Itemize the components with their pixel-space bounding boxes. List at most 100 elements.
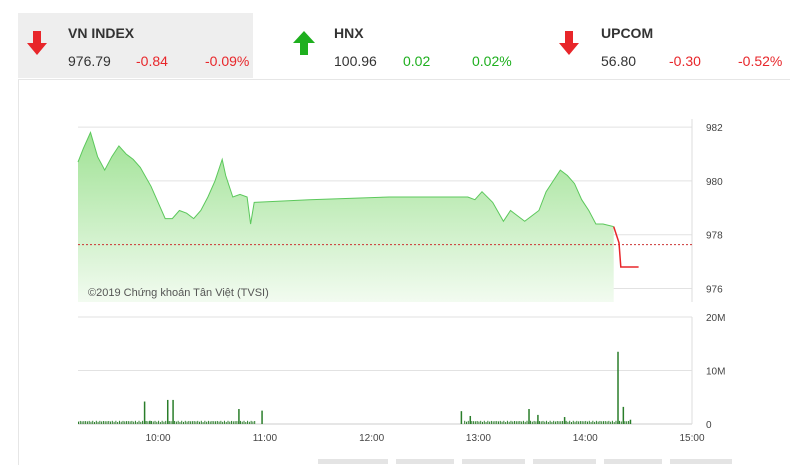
volume-bar (118, 420, 120, 424)
volume-bar (473, 421, 475, 424)
volume-bar (604, 421, 606, 424)
volume-bar (533, 420, 535, 424)
volume-bar (129, 421, 131, 424)
last-price-line (612, 226, 639, 268)
volume-bar (225, 421, 227, 424)
volume-bar (515, 421, 517, 424)
volume-bar (627, 420, 629, 424)
arrow-down-icon (559, 31, 579, 55)
volume-bar (190, 421, 192, 424)
volume-bar (492, 421, 494, 424)
volume-bar (567, 421, 569, 424)
volume-bar (503, 420, 505, 424)
x-tick-label: 12:00 (359, 433, 384, 444)
volume-bar (622, 406, 625, 424)
volume-bar (599, 420, 601, 424)
volume-bar (154, 420, 156, 424)
volume-bars (78, 351, 632, 424)
volume-bar (501, 421, 503, 424)
volume-bar (207, 420, 209, 424)
y-tick-label: 978 (706, 231, 723, 242)
volume-bar (241, 421, 243, 424)
volume-bar (236, 421, 238, 424)
volume-bar (514, 421, 516, 424)
volume-bar (508, 421, 510, 424)
volume-bar (108, 420, 110, 424)
x-tick-label: 11:00 (253, 433, 278, 444)
volume-bar (152, 421, 154, 424)
volume-bar (537, 414, 539, 424)
volume-bar (615, 420, 617, 424)
volume-bar (611, 420, 613, 424)
arrow-up-icon (293, 31, 315, 55)
volume-bar (476, 420, 478, 424)
volume-bar (554, 421, 556, 424)
ticker-value: 100.96 (334, 53, 377, 69)
volume-bar (90, 421, 92, 424)
volume-bar (594, 421, 596, 424)
ticker-change: -0.84 (136, 53, 168, 69)
volume-bar (592, 420, 594, 424)
volume-bar (245, 422, 247, 424)
x-tick-label: 14:00 (573, 433, 598, 444)
volume-bar (127, 421, 129, 424)
ticker-value: 56.80 (601, 53, 637, 69)
volume-bar (99, 420, 101, 424)
volume-bar (204, 420, 206, 424)
volume-bar (499, 420, 501, 424)
volume-bar (186, 421, 188, 424)
volume-bar (551, 421, 553, 424)
volume-bar (469, 415, 472, 424)
volume-bar (549, 420, 551, 424)
volume-bar (206, 421, 208, 424)
volume-bar (213, 421, 215, 424)
volume-bar (165, 420, 167, 424)
range-button[interactable] (318, 459, 388, 464)
time-x-ticks: 10:00 11:00 12:00 13:00 14:00 15:00 (146, 433, 705, 444)
ticker-percent: -0.09% (205, 53, 250, 69)
volume-bar (467, 420, 469, 424)
range-button[interactable] (396, 459, 454, 464)
volume-bar (231, 420, 233, 424)
volume-bar (179, 421, 181, 424)
range-button[interactable] (462, 459, 525, 464)
ticker-name: UPCOM (601, 25, 654, 41)
ticker-hnx[interactable]: HNX 100.96 0.02 0.02% (282, 13, 517, 78)
volume-bar (498, 421, 500, 424)
volume-bar (569, 420, 571, 424)
volume-bar (603, 421, 605, 424)
volume-bar (183, 421, 185, 424)
volume-bar (478, 421, 480, 424)
price-line (77, 131, 614, 228)
ticker-vnindex[interactable]: VN INDEX 976.79 -0.84 -0.09% (18, 13, 253, 78)
volume-bar (136, 421, 138, 424)
volume-bar (579, 421, 581, 424)
volume-bar (574, 421, 576, 424)
volume-bar (547, 421, 549, 424)
volume-bar (535, 421, 537, 424)
y-tick-label: 10M (706, 367, 725, 378)
volume-bar (597, 421, 599, 424)
volume-bar (113, 421, 115, 424)
volume-bar (229, 421, 231, 424)
volume-bar (538, 421, 540, 424)
volume-bar (83, 421, 85, 424)
volume-bar (512, 421, 514, 424)
range-button[interactable] (533, 459, 596, 464)
volume-bar (168, 421, 170, 424)
volume-bar (465, 421, 467, 424)
range-button[interactable] (670, 459, 732, 464)
volume-bar (250, 420, 252, 424)
x-tick-label: 10:00 (146, 433, 171, 444)
ticker-upcom[interactable]: UPCOM 56.80 -0.30 -0.52% (550, 13, 790, 78)
volume-bar (106, 421, 108, 424)
volume-bar (474, 421, 476, 424)
volume-bar (248, 421, 250, 424)
volume-bar (565, 420, 567, 424)
volume-bar (601, 421, 603, 424)
volume-bar (620, 421, 622, 424)
volume-bar (140, 421, 142, 424)
range-button[interactable] (604, 459, 662, 464)
volume-bar (110, 421, 112, 424)
volume-bar (556, 420, 558, 424)
